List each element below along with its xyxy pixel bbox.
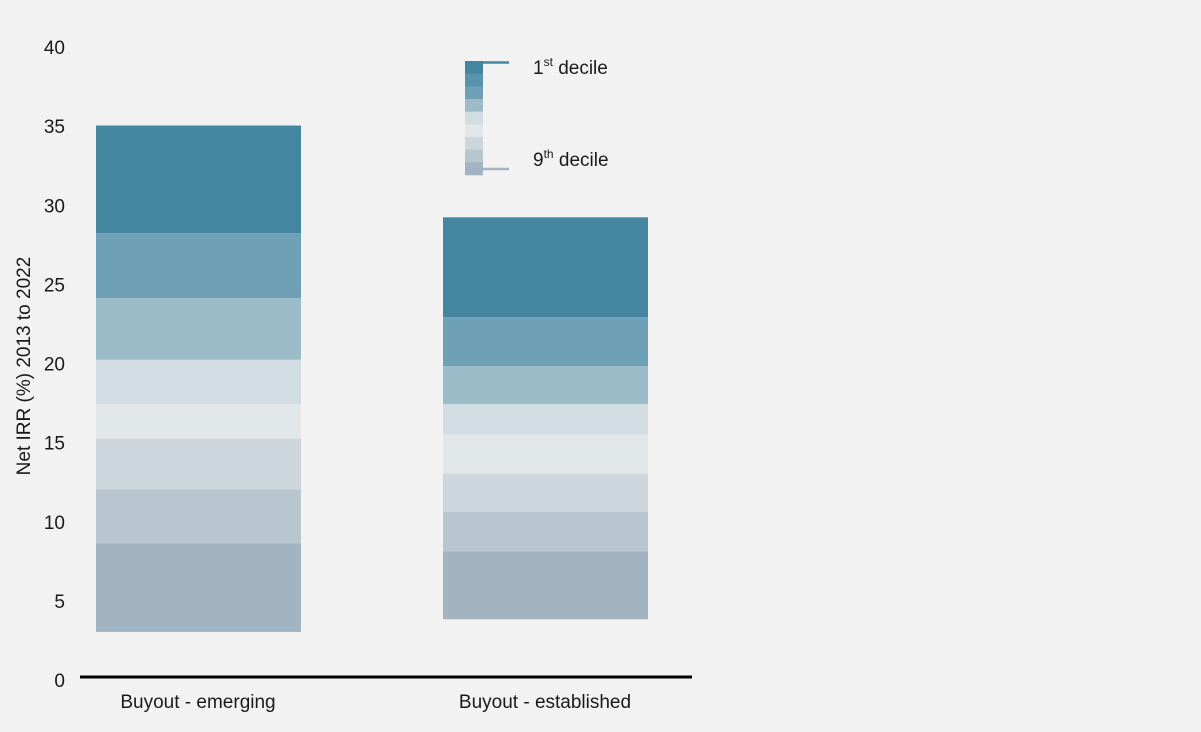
bar-segment <box>443 473 648 512</box>
x-tick-label: Buyout - established <box>459 692 631 713</box>
legend-swatches <box>465 61 483 176</box>
legend-swatch <box>465 124 483 138</box>
bar-segment <box>96 125 301 234</box>
bar-segment <box>96 298 301 360</box>
legend-label-bottom: 9th decile <box>533 147 609 171</box>
y-tick-label: 35 <box>44 117 65 138</box>
bar-segment <box>443 434 648 474</box>
legend-swatch <box>465 86 483 100</box>
y-tick-label: 30 <box>44 196 65 217</box>
y-tick-label: 15 <box>44 434 65 455</box>
bar-segment <box>443 366 648 405</box>
bar-1 <box>96 125 301 632</box>
legend-swatch <box>465 111 483 125</box>
legend-label-bottom-base: 9 <box>533 150 544 171</box>
legend-label-top-rest: decile <box>553 58 608 79</box>
legend-swatch <box>465 61 483 74</box>
y-tick-label: 40 <box>44 38 65 59</box>
legend-swatch <box>465 73 483 87</box>
y-tick-label: 0 <box>54 671 65 692</box>
bar-segment <box>443 511 648 552</box>
legend-label-bottom-sup: th <box>544 147 554 161</box>
legend-swatch <box>465 99 483 112</box>
bar-segment <box>443 217 648 318</box>
legend: 1st decile 9th decile <box>465 55 609 176</box>
x-tick-label: Buyout - emerging <box>120 692 275 713</box>
legend-swatch <box>465 162 483 176</box>
bar-segment <box>96 489 301 544</box>
bar-segment <box>96 359 301 405</box>
y-tick-label: 25 <box>44 275 65 296</box>
bar-segment <box>96 233 301 299</box>
x-axis-labels: Buyout - emerging Buyout - established <box>120 692 631 713</box>
bar-segment <box>96 438 301 490</box>
bar-segment <box>443 404 648 435</box>
y-tick-label: 20 <box>44 355 65 376</box>
bars <box>96 125 648 632</box>
legend-swatch <box>465 149 483 163</box>
y-tick-label: 5 <box>54 592 65 613</box>
bar-segment <box>96 404 301 439</box>
y-tick-label: 10 <box>44 513 65 534</box>
y-axis-ticks: 0 5 10 15 20 25 30 35 40 <box>44 38 65 692</box>
y-axis-title: Net IRR (%) 2013 to 2022 <box>14 257 35 476</box>
legend-label-top-sup: st <box>544 55 554 69</box>
bar-2 <box>443 217 648 620</box>
legend-label-top-base: 1 <box>533 58 544 79</box>
bar-segment <box>443 317 648 367</box>
bar-segment <box>96 543 301 632</box>
legend-label-top: 1st decile <box>533 55 608 79</box>
legend-swatch <box>465 137 483 150</box>
bar-segment <box>443 551 648 620</box>
legend-label-bottom-rest: decile <box>554 150 609 171</box>
